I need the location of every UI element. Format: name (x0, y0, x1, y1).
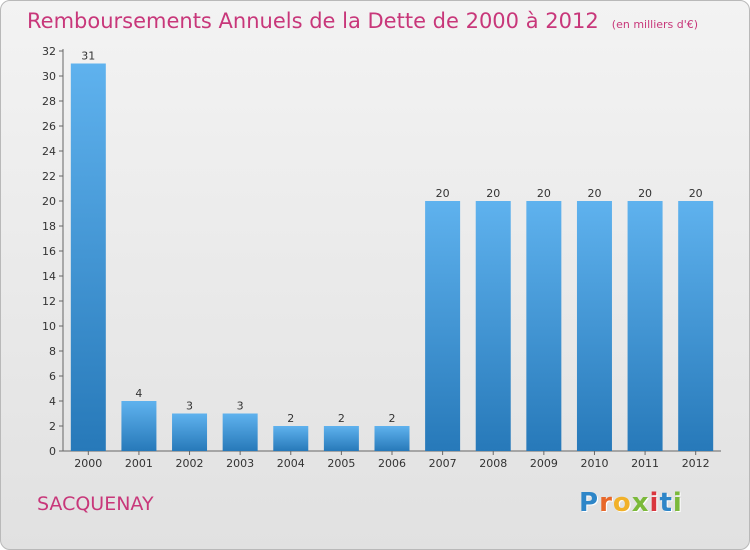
chart-title: Remboursements Annuels de la Dette de 20… (27, 9, 599, 33)
x-tick-label: 2004 (277, 457, 305, 470)
y-tick-label: 12 (42, 295, 56, 308)
y-tick-label: 30 (42, 70, 56, 83)
logo-letter: P (579, 488, 600, 518)
x-tick-label: 2012 (682, 457, 710, 470)
logo-letter: x (631, 488, 650, 518)
logo-letter: i (649, 488, 660, 518)
bar-2008 (475, 201, 511, 451)
chart-labels: 2000 31 2001 4 2002 3 2003 3 2004 2 2005 2 2006 2 2007… (74, 50, 709, 471)
x-tick-label: 2010 (580, 457, 608, 470)
x-tick-label: 2000 (74, 457, 102, 470)
data-label: 3 (237, 400, 244, 413)
y-tick-label: 28 (42, 95, 56, 108)
bar-2006 (374, 426, 410, 451)
commune-name: SACQUENAY (37, 493, 154, 515)
y-tick-label: 24 (42, 145, 56, 158)
bar-2007 (425, 201, 461, 451)
logo-letter: i (672, 488, 683, 518)
bar-2009 (526, 201, 562, 451)
y-tick-label: 4 (49, 395, 56, 408)
y-tick-label: 8 (49, 345, 56, 358)
x-tick-label: 2001 (125, 457, 153, 470)
chart-unit-note: (en milliers d'€) (611, 18, 699, 31)
x-tick-label: 2002 (176, 457, 204, 470)
bar-2011 (627, 201, 663, 451)
data-label: 2 (338, 412, 345, 425)
data-label: 2 (287, 412, 294, 425)
y-tick-label: 10 (42, 320, 56, 333)
data-label: 20 (638, 187, 652, 200)
bar-2000 (70, 63, 106, 451)
bar-2001 (121, 401, 157, 451)
data-label: 31 (81, 50, 95, 63)
x-tick-label: 2011 (631, 457, 659, 470)
bar-2004 (273, 426, 309, 451)
y-tick-label: 16 (42, 245, 56, 258)
y-tick-label: 0 (49, 445, 56, 458)
chart-bars (70, 63, 714, 451)
y-tick-label: 32 (42, 45, 56, 58)
y-tick-label: 20 (42, 195, 56, 208)
y-tick-label: 2 (49, 420, 56, 433)
x-tick-label: 2003 (226, 457, 254, 470)
data-label: 20 (537, 187, 551, 200)
data-label: 20 (689, 187, 703, 200)
bar-2010 (576, 201, 612, 451)
data-label: 20 (486, 187, 500, 200)
data-label: 20 (436, 187, 450, 200)
data-label: 20 (587, 187, 601, 200)
y-tick-label: 6 (49, 370, 56, 383)
y-tick-label: 26 (42, 120, 56, 133)
x-tick-label: 2006 (378, 457, 406, 470)
proxiti-logo: Proxiti (579, 488, 683, 518)
y-tick-label: 22 (42, 170, 56, 183)
bar-2003 (222, 413, 258, 451)
x-tick-label: 2008 (479, 457, 507, 470)
x-tick-label: 2007 (429, 457, 457, 470)
logo-letter: r (599, 488, 613, 518)
logo-letter: o (612, 488, 632, 518)
data-label: 3 (186, 400, 193, 413)
data-label: 2 (389, 412, 396, 425)
y-tick-label: 14 (42, 270, 56, 283)
bar-2002 (172, 413, 208, 451)
x-tick-label: 2005 (327, 457, 355, 470)
logo-letter: t (659, 488, 673, 518)
x-tick-label: 2009 (530, 457, 558, 470)
data-label: 4 (135, 387, 142, 400)
bar-2005 (323, 426, 359, 451)
chart-title-row: Remboursements Annuels de la Dette de 20… (27, 9, 698, 33)
bar-2012 (678, 201, 714, 451)
y-tick-label: 18 (42, 220, 56, 233)
